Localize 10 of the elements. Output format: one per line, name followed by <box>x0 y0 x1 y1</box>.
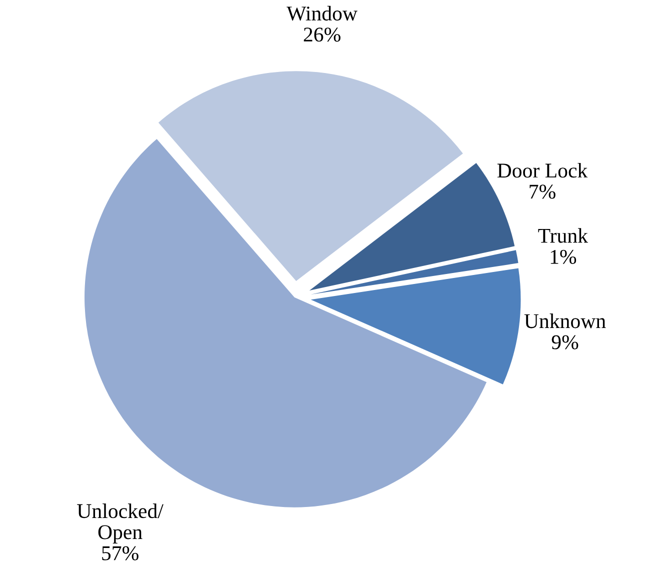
data-label: 26% <box>304 28 340 42</box>
data-label: 1% <box>550 250 576 264</box>
slice-label: Trunk <box>538 228 588 243</box>
data-label: 57% <box>102 546 138 560</box>
slice-label: Unlocked/ Open <box>77 503 164 544</box>
slice-label: Door Lock <box>497 162 588 178</box>
slice-label: Unknown <box>524 314 606 328</box>
data-label: 9% <box>552 335 578 350</box>
data-label: 7% <box>530 184 556 199</box>
slice-label: Window <box>286 6 358 21</box>
